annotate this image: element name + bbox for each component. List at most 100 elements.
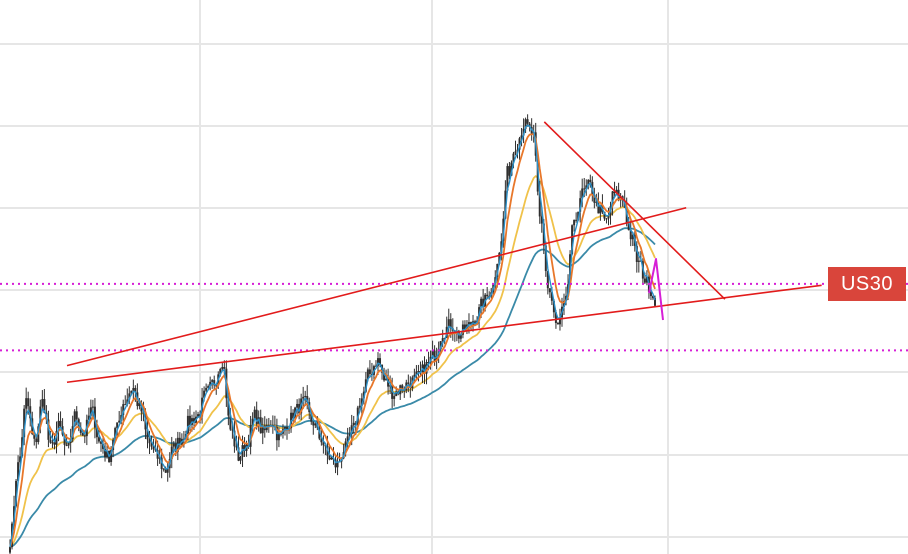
candle-body <box>330 457 333 460</box>
candle-body <box>243 445 246 451</box>
candle-body <box>627 223 630 231</box>
candle-body <box>350 425 353 435</box>
candle-body <box>304 395 307 397</box>
candle-body <box>41 399 44 407</box>
candle-body <box>310 412 313 422</box>
candle-body <box>134 387 137 393</box>
candles <box>9 114 656 554</box>
candle-body <box>116 422 119 429</box>
candle-body <box>87 415 90 420</box>
candle-body <box>528 123 531 127</box>
candle-body <box>413 374 416 378</box>
candle-body <box>23 408 26 438</box>
candle-body <box>336 461 339 468</box>
candle-body <box>512 153 515 163</box>
ema-mid-layer <box>9 133 656 548</box>
candle-body <box>520 135 523 139</box>
candle-body <box>506 166 509 191</box>
candle-body <box>603 211 606 219</box>
candle-body <box>132 387 135 391</box>
candle-body <box>328 455 331 460</box>
ema-fast-layer <box>9 124 656 548</box>
candle-body <box>360 398 363 406</box>
candle-body <box>459 334 462 339</box>
candle-body <box>221 367 224 370</box>
candle-body <box>449 319 452 329</box>
candle-body <box>387 378 390 387</box>
candle-body <box>314 423 317 426</box>
candle-body <box>253 409 256 419</box>
candle-body <box>296 403 299 408</box>
candle-body <box>138 403 141 407</box>
ema-fast-line <box>9 124 656 548</box>
candle-body <box>637 260 640 262</box>
candle-body <box>358 405 361 408</box>
candle-body <box>526 119 529 124</box>
candle-body <box>579 198 582 212</box>
candle-body <box>192 418 195 423</box>
candle-body <box>597 201 600 214</box>
candle-body <box>376 358 379 366</box>
candle-body <box>57 420 60 432</box>
candle-body <box>83 435 86 437</box>
candle-body <box>59 420 62 427</box>
trendline-2 <box>543 121 726 300</box>
candle-body <box>207 386 210 388</box>
candle-body <box>255 409 258 424</box>
candle-body <box>431 350 434 357</box>
candle-body <box>605 218 608 220</box>
candle-body <box>379 358 382 365</box>
candle-body <box>374 365 377 367</box>
candle-body <box>130 390 133 394</box>
candle-body <box>283 427 286 430</box>
candle-body <box>211 380 214 382</box>
candle-body <box>571 225 574 255</box>
candle-body <box>550 292 553 301</box>
candle-body <box>435 356 438 361</box>
candle-body <box>277 433 280 441</box>
candle-body <box>508 166 511 176</box>
candle-body <box>209 381 212 387</box>
candle-body <box>631 234 634 240</box>
candle-body <box>219 369 222 375</box>
horizontal-levels <box>0 282 908 352</box>
candle-body <box>306 395 309 403</box>
candle-body <box>542 223 545 246</box>
candle-body <box>67 442 70 446</box>
candle-body <box>178 437 181 445</box>
ema-slow-line <box>9 175 656 548</box>
candle-body <box>49 439 52 443</box>
candle-body <box>162 468 165 470</box>
candle-body <box>486 294 489 297</box>
candle-body <box>482 298 485 307</box>
candle-body <box>99 441 102 444</box>
candle-body <box>152 446 155 450</box>
candle-body <box>261 425 264 434</box>
candle-body <box>393 396 396 399</box>
candle-body <box>172 443 175 447</box>
candle-body <box>233 430 236 447</box>
candle-body <box>91 406 94 408</box>
candle-body <box>174 443 177 452</box>
candle-body <box>237 447 240 461</box>
candle-body <box>383 372 386 381</box>
candle-body <box>229 415 232 430</box>
candle-body <box>227 398 230 416</box>
ema-long-layer <box>9 227 656 548</box>
candle-body <box>589 179 592 182</box>
candle-body <box>150 443 153 447</box>
candle-body <box>334 459 337 468</box>
candle-body <box>239 457 242 461</box>
candle-body <box>348 434 351 437</box>
candle-body <box>581 188 584 199</box>
trendline-0 <box>66 206 687 367</box>
candle-body <box>251 418 254 425</box>
candle-body <box>197 414 200 417</box>
candle-body <box>215 385 218 387</box>
candle-body <box>53 442 56 445</box>
candle-body <box>223 367 226 369</box>
candle-body <box>433 350 436 361</box>
candle-body <box>298 403 301 414</box>
